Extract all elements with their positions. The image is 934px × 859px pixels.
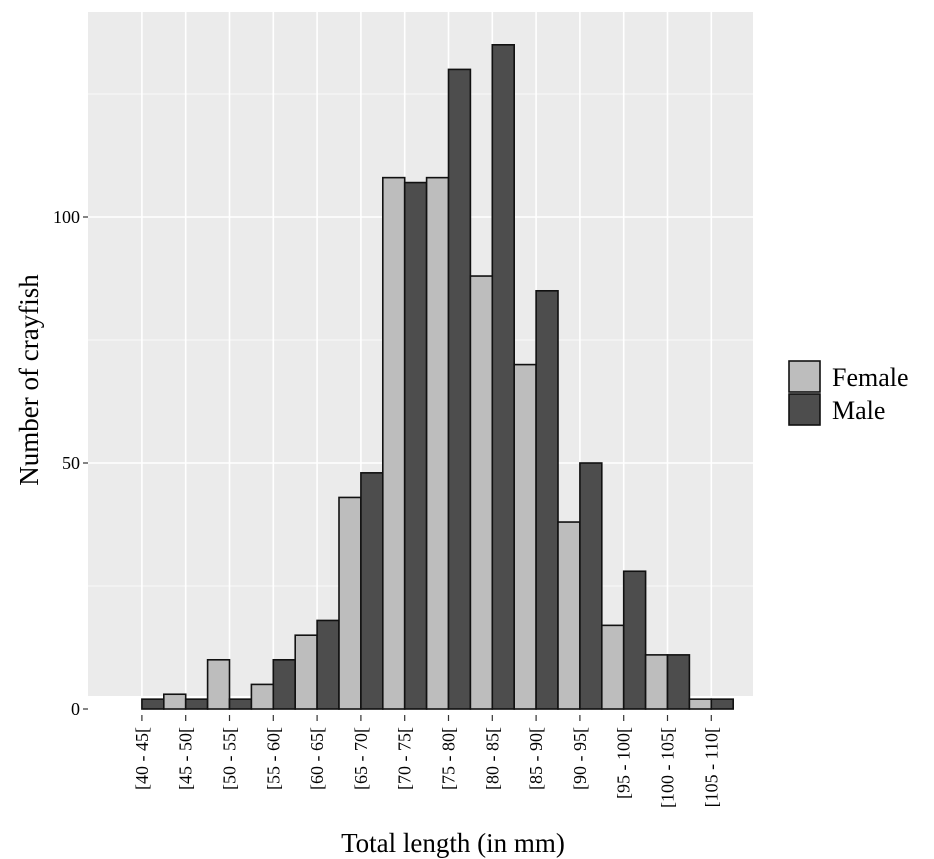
bar-female (513, 363, 537, 710)
bar-female (688, 698, 713, 710)
bar-male (360, 472, 384, 710)
x-tick-label: [45 - 50[ (176, 727, 196, 790)
x-tick-label: [100 - 105[ (658, 727, 678, 808)
y-tick-label: 50 (62, 453, 80, 473)
bar-male (491, 43, 515, 710)
bar-male (710, 698, 734, 710)
x-tick-label: [90 - 95[ (570, 727, 590, 790)
x-tick-label: [85 - 90[ (526, 727, 546, 790)
legend-key-female (788, 360, 821, 393)
bar-male (535, 289, 559, 710)
bar-male (579, 462, 603, 710)
y-axis: 0 50 100 (53, 207, 88, 719)
x-tick-label: [95 - 100[ (614, 727, 634, 799)
bar-male (622, 570, 647, 710)
bar-male (228, 698, 253, 710)
bar-female (206, 658, 231, 710)
x-tick-label: [65 - 70[ (351, 727, 371, 790)
x-tick-label: [60 - 65[ (307, 727, 327, 790)
y-axis-title: Number of crayfish (14, 274, 44, 486)
x-axis: [40 - 45[ [45 - 50[ [50 - 55[ [55 - 60[ [60 … (132, 715, 721, 808)
y-tick-label: 0 (71, 699, 80, 719)
bar-female (469, 275, 494, 710)
bar-female (338, 496, 362, 710)
bar-female (600, 624, 625, 710)
x-tick-label: [50 - 55[ (220, 727, 240, 790)
x-tick-label: [40 - 45[ (132, 727, 152, 790)
bar-female (163, 693, 187, 710)
x-tick-label: [75 - 80[ (439, 727, 459, 790)
legend-label-male: Male (832, 396, 885, 425)
bar-male (141, 698, 165, 710)
bar-male (666, 654, 691, 710)
x-tick-label: [80 - 85[ (482, 727, 502, 790)
legend: Female Male (788, 360, 909, 426)
y-tick-label: 100 (53, 207, 80, 227)
bar-male (316, 619, 340, 710)
bars (141, 43, 734, 710)
legend-key-male (788, 393, 821, 426)
bar-female (644, 654, 669, 710)
x-axis-title: Total length (in mm) (341, 828, 565, 858)
x-tick-label: [70 - 75[ (395, 727, 415, 790)
bar-female (557, 521, 581, 710)
bar-male (184, 698, 209, 710)
bar-male (272, 658, 296, 710)
bar-male (403, 181, 428, 710)
bar-female (425, 176, 450, 710)
bar-female (250, 683, 275, 710)
bar-female (381, 176, 406, 710)
bar-female (294, 634, 318, 710)
legend-label-female: Female (832, 363, 909, 392)
x-tick-label: [105 - 110[ (701, 727, 721, 807)
x-tick-label: [55 - 60[ (263, 727, 283, 790)
bar-male (447, 68, 472, 710)
